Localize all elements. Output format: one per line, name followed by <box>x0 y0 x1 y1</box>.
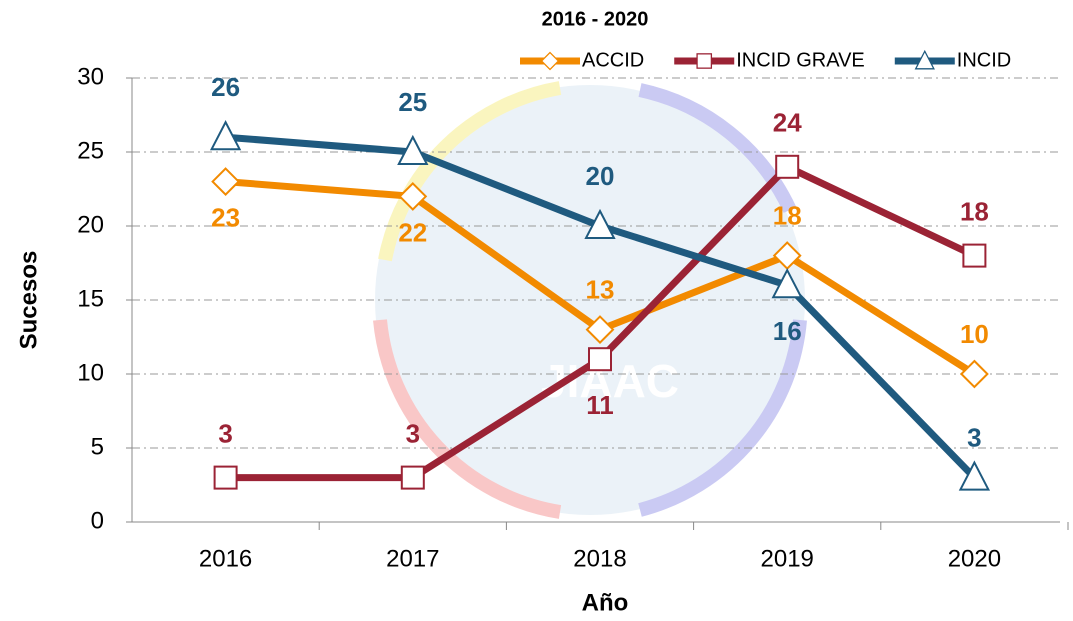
x-tick-label: 2016 <box>199 545 252 572</box>
x-tick-label: 2017 <box>386 545 439 572</box>
x-tick-label: 2020 <box>948 545 1001 572</box>
y-tick-label: 20 <box>77 211 104 238</box>
point <box>397 134 429 165</box>
legend-marker <box>914 49 935 70</box>
data-label: 26 <box>211 72 240 102</box>
data-label: 13 <box>586 274 615 304</box>
legend: ACCID INCID GRAVE INCID <box>520 49 1011 71</box>
point <box>959 359 989 389</box>
data-label: 20 <box>586 161 615 191</box>
point <box>584 208 616 239</box>
legend-label: INCID <box>957 49 1011 71</box>
data-label: 18 <box>960 196 989 226</box>
chart-title: 2016 - 2020 <box>542 8 649 30</box>
y-tick-label: 0 <box>91 507 104 534</box>
data-label: 11 <box>586 390 614 420</box>
point <box>211 167 241 197</box>
point <box>962 243 987 268</box>
data-label: 10 <box>960 319 989 349</box>
point <box>400 465 425 490</box>
legend-label: INCID GRAVE <box>736 49 865 71</box>
point <box>771 268 803 299</box>
point <box>585 315 615 345</box>
data-label: 23 <box>211 202 240 232</box>
y-tick-label: 5 <box>91 433 104 460</box>
data-label: 3 <box>406 418 420 448</box>
y-tick-label: 25 <box>77 137 104 164</box>
data-label: 3 <box>218 418 232 448</box>
y-tick-label: 15 <box>77 285 104 312</box>
data-label: 3 <box>967 422 981 452</box>
legend-marker <box>696 53 713 69</box>
y-tick-label: 30 <box>77 63 104 90</box>
data-label: 18 <box>773 200 802 230</box>
legend-marker <box>540 51 560 71</box>
point <box>958 460 991 491</box>
y-tick-label: 10 <box>77 359 104 386</box>
point <box>209 120 242 151</box>
point <box>213 465 238 490</box>
data-label: 22 <box>398 217 427 247</box>
data-label: 25 <box>398 87 427 117</box>
data-label: 16 <box>773 316 802 346</box>
point <box>398 181 428 211</box>
legend-label: ACCID <box>582 49 644 71</box>
x-tick-label: 2018 <box>573 545 626 572</box>
x-tick-label: 2019 <box>761 545 814 572</box>
point <box>775 154 800 179</box>
point <box>588 347 612 372</box>
x-axis-label: Año <box>582 589 629 616</box>
data-label: 24 <box>773 108 802 138</box>
y-axis-label: Sucesos <box>15 251 42 350</box>
